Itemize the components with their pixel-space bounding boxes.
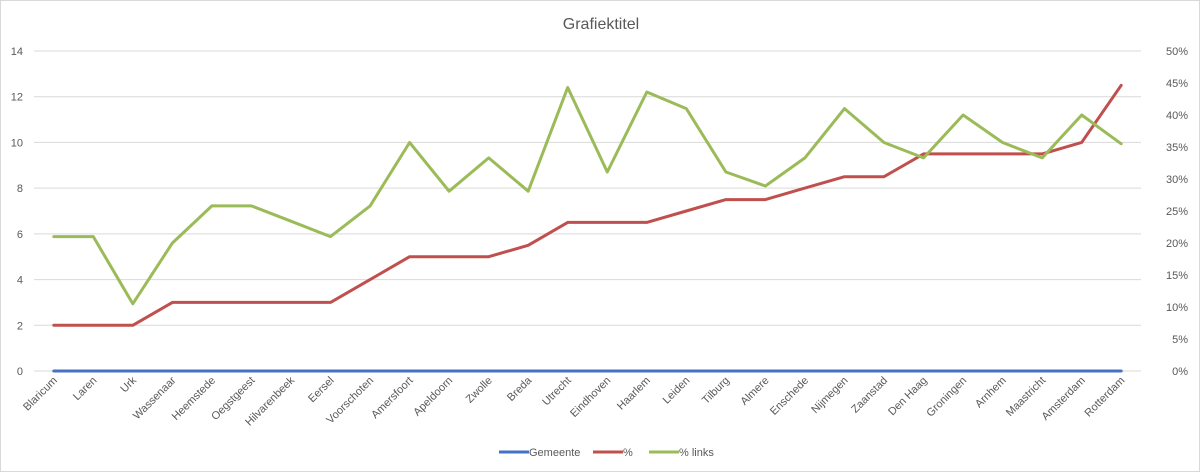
- x-tick-label: Arnhem: [973, 375, 1009, 411]
- right-tick-label: 30%: [1166, 174, 1188, 186]
- x-tick-label: Blaricum: [21, 375, 60, 414]
- x-tick-label: Eersel: [306, 375, 337, 406]
- x-tick-label: Enschede: [768, 375, 811, 418]
- x-tick-label: Laren: [71, 375, 99, 403]
- x-tick-label: Rotterdam: [1083, 375, 1128, 420]
- x-tick-label: Amersfoort: [369, 375, 416, 422]
- legend-label: % links: [679, 447, 714, 459]
- series-line-2: [52, 86, 1123, 306]
- right-tick-label: 20%: [1166, 238, 1188, 250]
- x-tick-label: Utrecht: [540, 375, 574, 409]
- x-tick-label: Almere: [738, 375, 771, 408]
- chart-title: Grafiektitel: [563, 16, 639, 33]
- x-tick-label: Eindhoven: [568, 375, 613, 420]
- series-line-1: [52, 83, 1123, 327]
- gridlines: [34, 50, 1141, 372]
- x-tick-label: Breda: [505, 374, 535, 404]
- right-tick-label: 5%: [1172, 334, 1188, 346]
- x-tick-label: Leiden: [661, 375, 693, 407]
- right-tick-label: 40%: [1166, 110, 1188, 122]
- right-tick-label: 15%: [1166, 270, 1188, 282]
- right-tick-label: 10%: [1166, 302, 1188, 314]
- x-tick-label: Tilburg: [700, 375, 732, 407]
- x-tick-label: Nijmegen: [809, 375, 850, 416]
- x-tick-label: Groningen: [924, 375, 969, 420]
- left-axis: 0 2 4 6 8 10 12 14: [11, 46, 23, 378]
- left-tick-label: 6: [17, 229, 23, 241]
- right-tick-label: 45%: [1166, 78, 1188, 90]
- left-tick-label: 8: [17, 183, 23, 195]
- series-lines: [52, 83, 1123, 373]
- left-tick-label: 12: [11, 92, 23, 104]
- right-tick-label: 0%: [1172, 366, 1188, 378]
- x-tick-label: Zaanstad: [849, 375, 890, 416]
- left-tick-label: 4: [17, 275, 23, 287]
- left-tick-label: 14: [11, 46, 23, 58]
- legend: Gemeente% % links: [499, 447, 714, 459]
- right-tick-label: 35%: [1166, 142, 1188, 154]
- x-tick-label: Zwolle: [464, 375, 495, 406]
- right-tick-label: 25%: [1166, 206, 1188, 218]
- right-axis: 0% 5% 10% 15% 20% 25% 30% 35% 40% 45% 50%: [1166, 46, 1188, 378]
- x-tick-label: Haarlem: [615, 375, 653, 413]
- left-tick-label: 0: [17, 366, 23, 378]
- right-tick-label: 50%: [1166, 46, 1188, 58]
- left-tick-label: 10: [11, 137, 23, 149]
- left-tick-label: 2: [17, 320, 23, 332]
- x-tick-label: Urk: [118, 374, 139, 395]
- x-tick-label: Den Haag: [886, 375, 930, 419]
- x-tick-label: Apeldoorn: [411, 375, 455, 419]
- legend-label: %: [623, 447, 633, 459]
- x-axis: Blaricum Laren UrkWassenaarHeemstedeOegstg…: [21, 374, 1127, 429]
- legend-label: Gemeente: [529, 447, 580, 459]
